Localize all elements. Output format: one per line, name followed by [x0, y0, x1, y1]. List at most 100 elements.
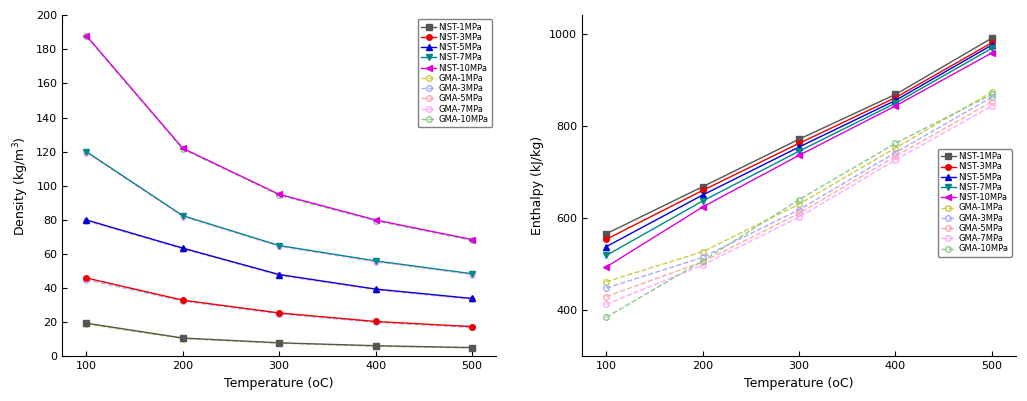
- NIST-3MPa: [600, 237, 612, 242]
- GMA-10MPa: [465, 238, 478, 243]
- GMA-10MPa: [600, 315, 612, 320]
- GMA-5MPa: [370, 288, 382, 292]
- NIST-3MPa: [696, 188, 709, 193]
- GMA-7MPa: [986, 103, 998, 108]
- NIST-10MPa: [465, 237, 478, 242]
- NIST-7MPa: [177, 213, 189, 218]
- GMA-10MPa: [889, 141, 902, 146]
- GMA-3MPa: [986, 95, 998, 99]
- Line: GMA-3MPa: GMA-3MPa: [604, 95, 994, 291]
- NIST-1MPa: [177, 336, 189, 340]
- GMA-1MPa: [696, 249, 709, 254]
- NIST-5MPa: [600, 244, 612, 249]
- GMA-1MPa: [273, 341, 286, 346]
- GMA-3MPa: [696, 255, 709, 260]
- GMA-7MPa: [177, 214, 189, 219]
- Line: GMA-1MPa: GMA-1MPa: [83, 321, 474, 351]
- GMA-3MPa: [465, 325, 478, 330]
- GMA-5MPa: [177, 247, 189, 251]
- NIST-3MPa: [465, 324, 478, 329]
- GMA-10MPa: [177, 147, 189, 152]
- GMA-5MPa: [696, 259, 709, 264]
- GMA-3MPa: [793, 207, 805, 212]
- GMA-1MPa: [465, 346, 478, 350]
- GMA-10MPa: [370, 219, 382, 223]
- GMA-7MPa: [696, 263, 709, 267]
- NIST-3MPa: [986, 41, 998, 45]
- Line: NIST-5MPa: NIST-5MPa: [604, 43, 994, 249]
- NIST-10MPa: [986, 51, 998, 55]
- NIST-5MPa: [80, 217, 92, 222]
- Line: NIST-7MPa: NIST-7MPa: [83, 149, 474, 276]
- Line: GMA-7MPa: GMA-7MPa: [604, 103, 994, 307]
- GMA-1MPa: [80, 322, 92, 326]
- GMA-10MPa: [793, 197, 805, 202]
- GMA-1MPa: [600, 279, 612, 284]
- NIST-3MPa: [793, 141, 805, 146]
- GMA-10MPa: [986, 92, 998, 97]
- NIST-5MPa: [273, 272, 286, 277]
- Line: GMA-10MPa: GMA-10MPa: [83, 34, 474, 243]
- Line: NIST-7MPa: NIST-7MPa: [604, 46, 994, 258]
- NIST-5MPa: [793, 145, 805, 150]
- NIST-1MPa: [696, 184, 709, 189]
- NIST-10MPa: [696, 205, 709, 209]
- NIST-3MPa: [177, 298, 189, 302]
- GMA-1MPa: [793, 202, 805, 207]
- GMA-5MPa: [986, 99, 998, 104]
- NIST-3MPa: [273, 310, 286, 315]
- Line: NIST-5MPa: NIST-5MPa: [83, 217, 474, 301]
- NIST-7MPa: [696, 198, 709, 203]
- GMA-5MPa: [889, 154, 902, 159]
- NIST-7MPa: [370, 259, 382, 263]
- Line: GMA-5MPa: GMA-5MPa: [83, 218, 474, 302]
- NIST-1MPa: [600, 231, 612, 236]
- Line: NIST-1MPa: NIST-1MPa: [604, 35, 994, 237]
- NIST-3MPa: [370, 319, 382, 324]
- X-axis label: Temperature (oC): Temperature (oC): [745, 377, 853, 390]
- NIST-1MPa: [273, 340, 286, 345]
- NIST-5MPa: [696, 192, 709, 197]
- Line: NIST-10MPa: NIST-10MPa: [604, 50, 994, 270]
- GMA-7MPa: [80, 150, 92, 155]
- Line: NIST-10MPa: NIST-10MPa: [83, 33, 474, 242]
- Line: GMA-3MPa: GMA-3MPa: [83, 277, 474, 330]
- NIST-10MPa: [370, 217, 382, 222]
- NIST-1MPa: [80, 321, 92, 326]
- NIST-5MPa: [889, 98, 902, 103]
- NIST-3MPa: [889, 95, 902, 100]
- GMA-5MPa: [273, 273, 286, 278]
- NIST-3MPa: [80, 275, 92, 280]
- NIST-1MPa: [465, 345, 478, 350]
- NIST-10MPa: [80, 33, 92, 38]
- GMA-5MPa: [80, 219, 92, 223]
- NIST-10MPa: [889, 103, 902, 108]
- NIST-10MPa: [793, 153, 805, 158]
- NIST-5MPa: [465, 296, 478, 301]
- Line: NIST-3MPa: NIST-3MPa: [604, 40, 994, 242]
- GMA-5MPa: [465, 297, 478, 302]
- NIST-1MPa: [370, 343, 382, 348]
- GMA-1MPa: [889, 146, 902, 150]
- GMA-3MPa: [600, 286, 612, 291]
- NIST-1MPa: [793, 137, 805, 142]
- GMA-3MPa: [80, 277, 92, 282]
- GMA-10MPa: [696, 259, 709, 263]
- NIST-10MPa: [600, 265, 612, 269]
- Legend: NIST-1MPa, NIST-3MPa, NIST-5MPa, NIST-7MPa, NIST-10MPa, GMA-1MPa, GMA-3MPa, GMA-: NIST-1MPa, NIST-3MPa, NIST-5MPa, NIST-7M…: [938, 149, 1012, 257]
- NIST-7MPa: [600, 253, 612, 258]
- GMA-10MPa: [80, 34, 92, 39]
- GMA-1MPa: [177, 336, 189, 341]
- NIST-10MPa: [273, 192, 286, 197]
- GMA-7MPa: [600, 302, 612, 307]
- GMA-3MPa: [177, 299, 189, 304]
- GMA-1MPa: [370, 344, 382, 348]
- NIST-7MPa: [986, 46, 998, 51]
- Legend: NIST-1MPa, NIST-3MPa, NIST-5MPa, NIST-7MPa, NIST-10MPa, GMA-1MPa, GMA-3MPa, GMA-: NIST-1MPa, NIST-3MPa, NIST-5MPa, NIST-7M…: [418, 19, 492, 127]
- Y-axis label: Density (kg/m$^3$): Density (kg/m$^3$): [11, 136, 31, 236]
- GMA-7MPa: [465, 272, 478, 277]
- GMA-1MPa: [986, 90, 998, 95]
- GMA-3MPa: [889, 150, 902, 155]
- NIST-1MPa: [986, 36, 998, 41]
- Line: NIST-3MPa: NIST-3MPa: [83, 275, 474, 329]
